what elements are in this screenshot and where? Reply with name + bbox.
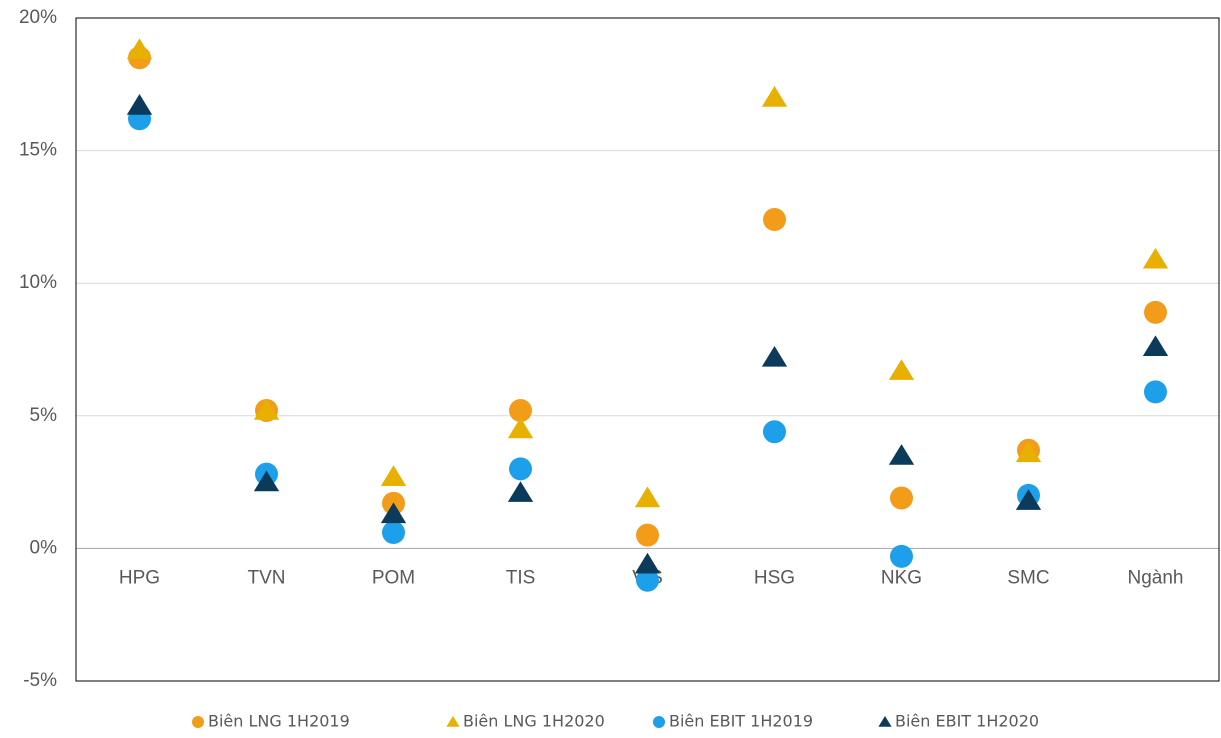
- data-point: [636, 523, 659, 547]
- legend-label: Biên EBIT 1H2019: [669, 712, 813, 731]
- data-point: [126, 94, 153, 115]
- data-point: [636, 568, 659, 592]
- data-point: [509, 398, 532, 422]
- data-point: [253, 398, 280, 420]
- data-point: [380, 502, 407, 524]
- x-tick-label: TIS: [506, 567, 536, 588]
- x-tick-label: TVN: [248, 567, 286, 588]
- x-tick-label: HSG: [754, 567, 795, 588]
- legend-marker: [878, 716, 892, 727]
- data-point: [253, 470, 280, 492]
- data-point: [634, 552, 661, 574]
- data-point: [761, 345, 788, 367]
- plot-frame: [75, 17, 1220, 682]
- data-point: [763, 208, 786, 232]
- data-point: [763, 420, 786, 444]
- legend-marker: [192, 716, 204, 728]
- y-tick-label: 10%: [19, 272, 57, 293]
- data-point: [761, 86, 788, 107]
- data-point: [1015, 489, 1042, 510]
- x-tick-label: NKG: [881, 567, 922, 588]
- data-point: [890, 486, 913, 510]
- data-point: [380, 465, 407, 486]
- legend-marker: [446, 716, 460, 727]
- y-tick-label: 20%: [19, 7, 57, 28]
- data-point: [509, 457, 532, 481]
- data-point: [634, 486, 661, 508]
- x-tick-label: SMC: [1007, 567, 1049, 588]
- data-point: [888, 359, 915, 380]
- data-point: [507, 481, 534, 502]
- y-tick-label: -5%: [23, 670, 57, 691]
- legend-label: Biên LNG 1H2019: [208, 712, 350, 731]
- legend-label: Biên LNG 1H2020: [463, 712, 605, 731]
- legend-marker: [653, 716, 665, 728]
- data-point: [890, 544, 913, 568]
- data-point: [1142, 335, 1169, 357]
- x-tick-label: POM: [372, 567, 415, 588]
- data-point: [382, 520, 405, 544]
- data-point: [507, 417, 534, 439]
- data-point: [126, 38, 153, 60]
- data-point: [1144, 380, 1167, 404]
- y-tick-label: 0%: [30, 537, 58, 558]
- data-point: [1015, 441, 1042, 463]
- y-tick-label: 15%: [19, 140, 57, 161]
- data-point: [1142, 247, 1169, 269]
- data-point: [888, 444, 915, 465]
- data-point: [1144, 300, 1167, 324]
- y-tick-label: 5%: [30, 405, 58, 426]
- x-tick-label: HPG: [119, 567, 160, 588]
- x-tick-label: Ngành: [1128, 567, 1184, 588]
- legend-label: Biên EBIT 1H2020: [895, 712, 1039, 731]
